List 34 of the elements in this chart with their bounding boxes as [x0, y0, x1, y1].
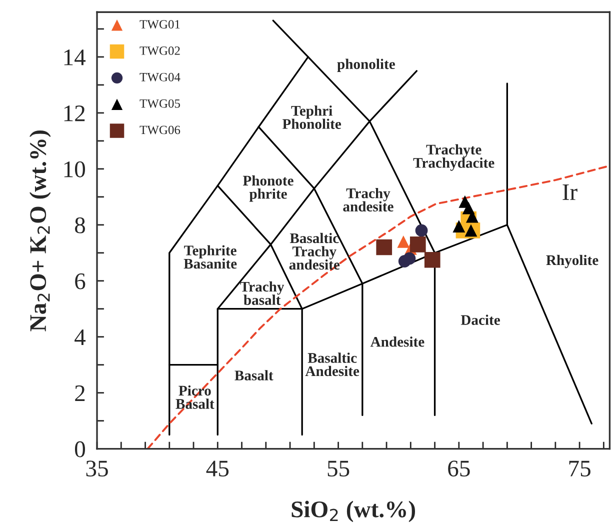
annotation: Phonote phrite	[242, 175, 294, 202]
y-tick-label: 6	[75, 273, 86, 290]
legend-label: TWG01	[140, 20, 180, 29]
annotation: Basaltic Andesite	[305, 352, 360, 376]
annotation: Rhyolite	[546, 254, 598, 268]
y-tick-label: 10	[64, 161, 85, 178]
annotation: Andesite	[370, 336, 424, 347]
x-tick-label: 75	[569, 460, 590, 477]
y-tick-label: 4	[74, 329, 86, 346]
x-tick-label: 55	[328, 460, 350, 477]
annotation: Tephrite Basanite	[184, 245, 237, 269]
y-tick-label: 2	[75, 385, 85, 402]
annotation: Basalt	[234, 370, 274, 380]
annotation: Tephri Phonolite	[282, 105, 342, 129]
y-tick-label: 8	[74, 217, 85, 234]
annotation: phonolite	[337, 58, 395, 72]
legend-label: TWG04	[140, 72, 180, 82]
legend-label: TWG06	[140, 126, 180, 134]
x-tick-label: 65	[448, 460, 470, 477]
x-tick-label: 35	[86, 460, 108, 477]
annotation: Trachy basalt	[240, 281, 284, 305]
annotation: Trachy andesite	[343, 188, 394, 212]
y-tick-label: 12	[64, 105, 85, 122]
y-tick-label: 14	[64, 50, 86, 66]
annotation: Ir	[562, 184, 578, 200]
x-tick-label: 45	[206, 460, 229, 477]
x-axis-title: SiO$_{2}$ (wt.%)	[292, 500, 416, 522]
annotation: Dacite	[460, 314, 500, 325]
y-tick-label: 0	[74, 441, 85, 458]
legend-label: TWG02	[140, 46, 180, 55]
annotation: Trachyte Trachydacite	[413, 144, 494, 171]
y-axis-title: Na$_{2}$O+ K$_{2}$O (wt.%)	[29, 130, 51, 332]
annotation: Basaltic Trachy andesite	[289, 232, 340, 270]
legend-label: TWG05	[140, 99, 180, 108]
